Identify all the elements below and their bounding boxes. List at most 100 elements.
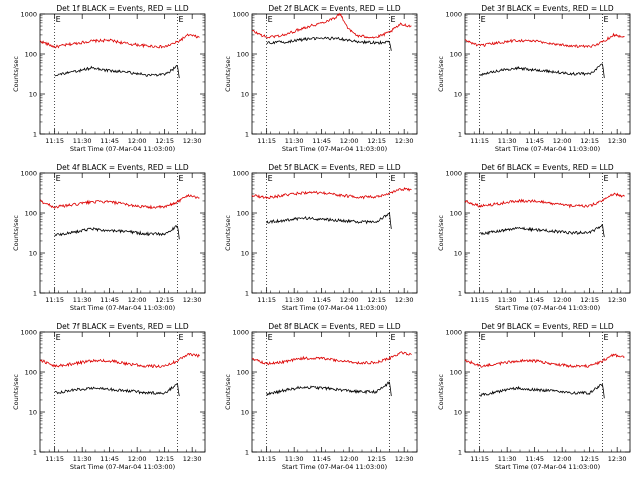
x-tick-label: 11:30 — [498, 455, 517, 463]
event-marker-label: E — [604, 333, 609, 342]
chart-title: Det 8f BLACK = Events, RED = LLD — [268, 322, 401, 331]
x-tick-label: 12:15 — [155, 455, 174, 463]
event-marker-label: E — [391, 15, 396, 24]
y-axis-label: Counts/sec — [437, 215, 445, 251]
y-tick-label: 1 — [458, 289, 462, 297]
x-tick-label: 12:30 — [183, 137, 202, 145]
x-tick-label: 11:30 — [73, 137, 92, 145]
series-line-events — [479, 223, 605, 238]
chart-title: Det 1f BLACK = Events, RED = LLD — [56, 4, 189, 13]
x-tick-label: 12:15 — [580, 296, 599, 304]
x-tick-label: 12:15 — [367, 296, 386, 304]
y-tick-label: 1 — [245, 130, 249, 138]
event-marker-label: E — [268, 15, 273, 24]
y-tick-label: 100 — [450, 209, 462, 217]
y-tick-label: 1 — [458, 130, 462, 138]
x-tick-label: 11:15 — [45, 296, 64, 304]
x-axis-label: Start Time (07-Mar-04 11:03:00) — [495, 145, 600, 153]
x-tick-label: 12:00 — [553, 455, 572, 463]
x-tick-label: 11:15 — [470, 137, 489, 145]
x-tick-label: 11:15 — [257, 137, 276, 145]
event-marker-label: E — [604, 174, 609, 183]
chart-panel-6f: Det 6f BLACK = Events, RED = LLD 1 10 100 10… — [437, 163, 631, 312]
plot-frame — [39, 172, 206, 294]
y-tick-label: 100 — [237, 368, 249, 376]
x-tick-label: 12:15 — [367, 455, 386, 463]
event-marker-label: E — [481, 174, 486, 183]
series-line-lld — [464, 353, 625, 369]
y-tick-label: 100 — [25, 50, 37, 58]
chart-panel-2f: Det 2f BLACK = Events, RED = LLD 1 10 100 10… — [224, 4, 418, 153]
x-tick-label: 12:30 — [395, 455, 414, 463]
x-tick-label: 11:45 — [525, 137, 544, 145]
x-tick-label: 12:30 — [395, 296, 414, 304]
x-tick-label: 12:15 — [155, 137, 174, 145]
y-tick-label: 1 — [33, 130, 37, 138]
x-axis-label: Start Time (07-Mar-04 11:03:00) — [495, 463, 600, 471]
chart-title: Det 7f BLACK = Events, RED = LLD — [56, 322, 189, 331]
y-tick-label: 10 — [454, 90, 462, 98]
y-tick-label: 10 — [241, 408, 249, 416]
x-tick-label: 11:15 — [45, 455, 64, 463]
x-tick-label: 11:15 — [257, 296, 276, 304]
y-tick-label: 1 — [458, 448, 462, 456]
chart-title: Det 4f BLACK = Events, RED = LLD — [56, 163, 189, 172]
event-marker-label: E — [179, 15, 184, 24]
event-marker-label: E — [391, 333, 396, 342]
y-tick-label: 100 — [450, 50, 462, 58]
x-tick-label: 12:00 — [553, 296, 572, 304]
event-marker-label: E — [56, 174, 61, 183]
chart-title: Det 5f BLACK = Events, RED = LLD — [268, 163, 401, 172]
y-axis-label: Counts/sec — [224, 56, 232, 92]
series-line-events — [266, 381, 392, 397]
series-line-events — [54, 65, 180, 79]
x-tick-label: 12:30 — [608, 137, 627, 145]
event-marker-label: E — [56, 15, 61, 24]
x-tick-label: 11:45 — [100, 137, 119, 145]
chart-panel-9f: Det 9f BLACK = Events, RED = LLD 1 10 100 10… — [437, 322, 631, 471]
series-line-events — [54, 225, 180, 240]
y-axis-label: Counts/sec — [12, 56, 20, 92]
x-tick-label: 11:30 — [73, 455, 92, 463]
x-tick-label: 12:00 — [340, 455, 359, 463]
y-tick-label: 10 — [29, 249, 37, 257]
x-tick-label: 11:45 — [312, 137, 331, 145]
y-tick-label: 1 — [245, 289, 249, 297]
event-marker-label: E — [268, 333, 273, 342]
chart-panel-4f: Det 4f BLACK = Events, RED = LLD 1 10 100 10… — [12, 163, 206, 312]
y-tick-label: 1000 — [20, 169, 37, 177]
y-axis-label: Counts/sec — [224, 215, 232, 251]
y-tick-label: 1 — [33, 448, 37, 456]
x-axis-label: Start Time (07-Mar-04 11:03:00) — [495, 304, 600, 312]
series-line-events — [479, 383, 605, 399]
y-tick-label: 1000 — [20, 328, 37, 336]
y-axis-label: Counts/sec — [437, 56, 445, 92]
chart-title: Det 3f BLACK = Events, RED = LLD — [481, 4, 614, 13]
chart-title: Det 9f BLACK = Events, RED = LLD — [481, 322, 614, 331]
y-tick-label: 100 — [237, 50, 249, 58]
series-line-lld — [464, 32, 625, 49]
y-tick-label: 1000 — [232, 10, 249, 18]
x-axis-label: Start Time (07-Mar-04 11:03:00) — [282, 304, 387, 312]
x-tick-label: 12:15 — [580, 455, 599, 463]
x-tick-label: 11:30 — [285, 296, 304, 304]
x-tick-label: 12:00 — [553, 137, 572, 145]
y-tick-label: 10 — [454, 249, 462, 257]
event-marker-label: E — [179, 333, 184, 342]
chart-panel-1f: Det 1f BLACK = Events, RED = LLD 1 10 100 10… — [12, 4, 206, 153]
x-axis-label: Start Time (07-Mar-04 11:03:00) — [70, 145, 175, 153]
y-tick-label: 10 — [241, 90, 249, 98]
x-tick-label: 12:00 — [128, 137, 147, 145]
event-marker-label: E — [481, 15, 486, 24]
x-axis-label: Start Time (07-Mar-04 11:03:00) — [282, 463, 387, 471]
x-tick-label: 11:30 — [498, 296, 517, 304]
event-marker-label: E — [179, 174, 184, 183]
y-tick-label: 1000 — [445, 169, 462, 177]
x-tick-label: 11:45 — [100, 296, 119, 304]
y-tick-label: 1 — [33, 289, 37, 297]
x-tick-label: 11:30 — [498, 137, 517, 145]
y-axis-label: Counts/sec — [12, 215, 20, 251]
series-line-lld — [39, 352, 200, 369]
series-line-events — [266, 211, 392, 229]
series-line-lld — [39, 33, 200, 49]
